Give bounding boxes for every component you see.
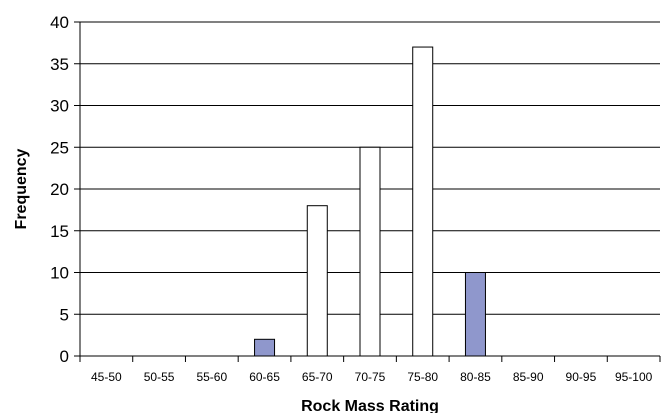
bar-60-65 xyxy=(254,338,276,357)
bar-80-85 xyxy=(464,272,486,357)
bar-75-80 xyxy=(412,46,434,357)
x-tick-label: 80-85 xyxy=(460,370,491,384)
x-tick-label: 50-55 xyxy=(144,370,175,384)
y-tick-label: 5 xyxy=(60,305,69,324)
x-tick-label: 60-65 xyxy=(249,370,280,384)
x-tick-label: 95-100 xyxy=(615,370,653,384)
y-tick-label: 35 xyxy=(50,55,69,74)
y-axis-title: Frequency xyxy=(13,148,30,229)
y-tick-label: 15 xyxy=(50,222,69,241)
x-axis-title: Rock Mass Rating xyxy=(301,398,439,413)
y-tick-label: 0 xyxy=(60,347,69,366)
x-tick-label: 75-80 xyxy=(407,370,438,384)
bar-65-70 xyxy=(306,205,328,357)
y-tick-label: 30 xyxy=(50,97,69,116)
x-tick-label: 85-90 xyxy=(513,370,544,384)
y-tick-label: 20 xyxy=(50,180,69,199)
x-tick-label: 45-50 xyxy=(91,370,122,384)
y-tick-label: 25 xyxy=(50,138,69,157)
x-tick-label: 90-95 xyxy=(566,370,597,384)
y-tick-label: 10 xyxy=(50,264,69,283)
bar-70-75 xyxy=(359,146,381,357)
y-tick-label: 40 xyxy=(50,13,69,32)
x-tick-label: 70-75 xyxy=(355,370,386,384)
x-tick-label: 55-60 xyxy=(196,370,227,384)
x-tick-label: 65-70 xyxy=(302,370,333,384)
